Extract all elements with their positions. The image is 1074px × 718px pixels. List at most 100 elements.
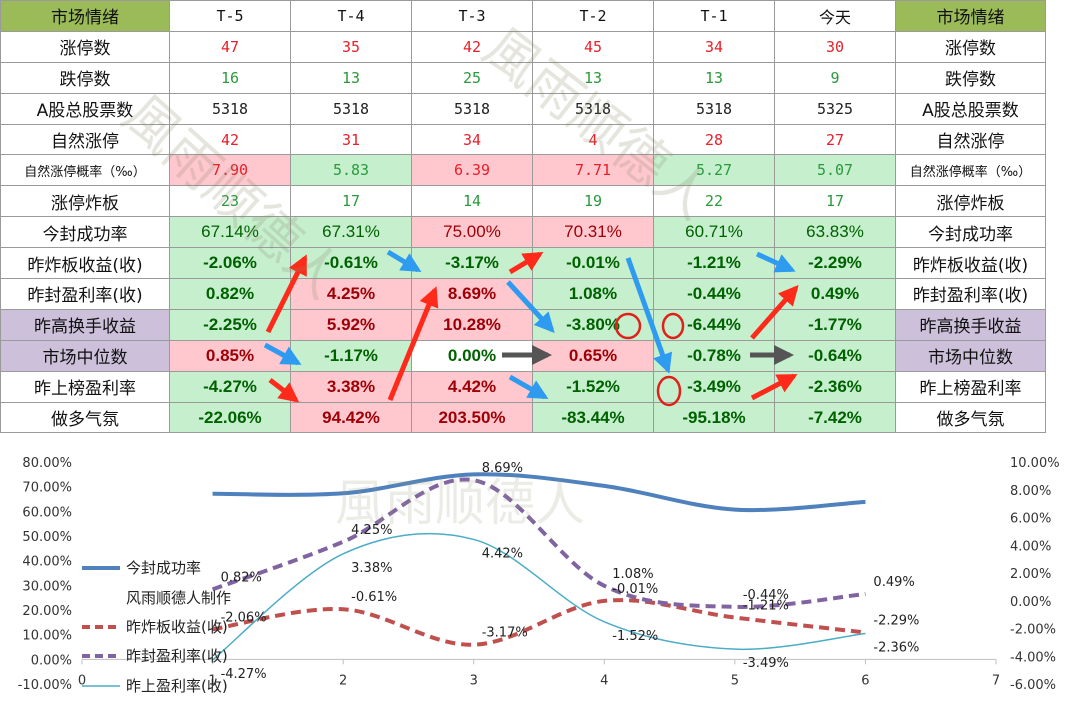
value-cell: 0.00% <box>411 339 533 372</box>
x-tick-label: 3 <box>470 673 478 688</box>
row-label-right: 做多气氛 <box>895 401 1046 434</box>
chart-series <box>211 472 866 661</box>
y-right-tick-label: 2.00% <box>1010 567 1051 582</box>
header-label: 市场情绪 <box>0 0 170 32</box>
data-label: -3.17% <box>482 626 528 641</box>
value-cell: 5318 <box>532 92 654 125</box>
y-left-tick-label: 70.00% <box>22 481 72 496</box>
value-cell: 19 <box>532 185 654 218</box>
table-row: 涨停数 47 35 42 45 34 30 涨停数 <box>0 30 1046 63</box>
table-row: A股总股票数 5318 5318 5318 5318 5318 5325 A股总股票数 <box>0 92 1046 125</box>
row-label-right: 昨封盈利率(收) <box>895 278 1046 310</box>
value-cell: -0.78% <box>653 339 775 372</box>
data-label: -4.27% <box>221 667 267 682</box>
row-label-right: 昨炸板收益(收) <box>895 247 1046 280</box>
value-cell: 0.85% <box>169 339 291 372</box>
row-label-right: 昨上榜盈利率 <box>895 370 1046 403</box>
value-cell: -3.49% <box>653 370 775 403</box>
series-line <box>212 472 866 513</box>
row-label: 做多气氛 <box>0 401 170 434</box>
value-cell: 42 <box>169 123 291 156</box>
value-cell: 30 <box>774 30 896 63</box>
value-cell: -3.80% <box>532 308 654 341</box>
value-cell: -2.25% <box>169 308 291 341</box>
data-label: -3.49% <box>743 656 789 671</box>
value-cell: 75.00% <box>411 216 533 249</box>
row-label: 市场中位数 <box>0 339 170 372</box>
value-cell: 13 <box>290 61 412 94</box>
data-label: -1.52% <box>612 629 658 644</box>
value-cell: 5.83 <box>290 154 412 187</box>
y-right-tick-label: -6.00% <box>1010 678 1056 693</box>
row-label: 自然涨停概率（‰） <box>0 154 170 187</box>
row-label-right: 今封成功率 <box>895 216 1046 249</box>
y-left-tick-label: 40.00% <box>22 555 72 570</box>
data-label: -2.36% <box>873 640 919 655</box>
series-line <box>212 532 866 661</box>
legend-note: 风雨顺德人制作 <box>126 589 231 607</box>
value-cell: -1.21% <box>653 247 775 280</box>
row-label-right: 市场中位数 <box>895 339 1046 372</box>
value-cell: 23 <box>169 185 291 218</box>
x-tick-label: 1 <box>208 673 216 688</box>
market-sentiment-table: 市场情绪 T-5 T-4 T-3 T-2 T-1 今天 市场情绪 涨停数 47 35 42 45 34 30… <box>0 0 1046 434</box>
value-cell: -2.29% <box>774 247 896 280</box>
y-left-tick-label: 10.00% <box>22 629 72 644</box>
row-label-right: 昨高换手收益 <box>895 308 1046 341</box>
value-cell: 17 <box>774 185 896 218</box>
value-cell: -0.64% <box>774 339 896 372</box>
value-cell: 34 <box>411 123 533 156</box>
value-cell: 47 <box>169 30 291 63</box>
row-label: 涨停数 <box>0 30 170 63</box>
value-cell: 28 <box>653 123 775 156</box>
value-cell: 31 <box>290 123 412 156</box>
data-label: 4.25% <box>351 523 392 538</box>
value-cell: -95.18% <box>653 401 775 434</box>
value-cell: -3.17% <box>411 247 533 280</box>
series-line <box>211 477 866 609</box>
day-header: T-4 <box>290 0 412 32</box>
row-label-right: 跌停数 <box>895 61 1046 94</box>
value-cell: 5325 <box>774 92 896 125</box>
legend-label: 昨上盈利率(收) <box>126 677 228 695</box>
data-label: -0.44% <box>743 588 789 603</box>
value-cell: -7.42% <box>774 401 896 434</box>
value-cell: -0.01% <box>532 247 654 280</box>
row-label: 涨停炸板 <box>0 185 170 218</box>
legend-label: 昨封盈利率(收) <box>126 647 228 665</box>
y-right-tick-label: 8.00% <box>1010 484 1051 499</box>
y-left-tick-label: 60.00% <box>22 505 72 520</box>
chart-axes: 80.00%70.00%60.00%50.00%40.00%30.00%20.0… <box>18 456 1060 693</box>
y-right-tick-label: -2.00% <box>1010 623 1056 638</box>
table-row: 做多气氛 -22.06% 94.42% 203.50% -83.44% -95.18% -7… <box>0 401 1046 434</box>
table-row: 自然涨停 42 31 34 4 28 27 自然涨停 <box>0 123 1046 156</box>
value-cell: 22 <box>653 185 775 218</box>
table-row: 昨封盈利率(收) 0.82% 4.25% 8.69% 1.08% -0.44% 0.49% 昨… <box>0 278 1046 310</box>
day-header: T-3 <box>411 0 533 32</box>
day-header: T-1 <box>653 0 775 32</box>
y-right-tick-label: 4.00% <box>1010 539 1051 554</box>
value-cell: 4 <box>532 123 654 156</box>
value-cell: -1.77% <box>774 308 896 341</box>
row-label: 昨炸板收益(收) <box>0 247 170 280</box>
data-label: -0.01% <box>612 582 658 597</box>
table-row: 涨停炸板 23 17 14 19 22 17 涨停炸板 <box>0 185 1046 218</box>
data-label: 1.08% <box>612 567 653 582</box>
legend-label: 今封成功率 <box>126 559 201 577</box>
row-label: 昨高换手收益 <box>0 308 170 341</box>
row-label: 昨上榜盈利率 <box>0 370 170 403</box>
data-label: 0.49% <box>873 575 914 590</box>
table-row: 昨炸板收益(收) -2.06% -0.61% -3.17% -0.01% -1.21% -2… <box>0 247 1046 280</box>
table-row: 昨上榜盈利率 -4.27% 3.38% 4.42% -1.52% -3.49% -2.36%… <box>0 370 1046 403</box>
value-cell: 5318 <box>653 92 775 125</box>
value-cell: 94.42% <box>290 401 412 434</box>
value-cell: 16 <box>169 61 291 94</box>
value-cell: -0.44% <box>653 278 775 310</box>
row-label-right: 涨停炸板 <box>895 185 1046 218</box>
value-cell: -22.06% <box>169 401 291 434</box>
value-cell: -4.27% <box>169 370 291 403</box>
data-label: -2.29% <box>873 614 919 629</box>
x-tick-label: 0 <box>78 673 86 688</box>
row-label-right: A股总股票数 <box>895 92 1046 125</box>
value-cell: 5.07 <box>774 154 896 187</box>
